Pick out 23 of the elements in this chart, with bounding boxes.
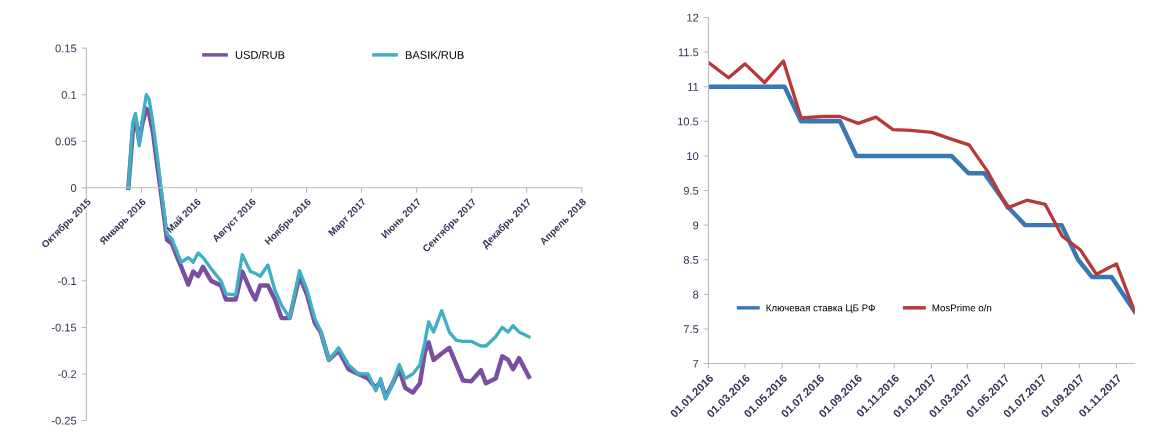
legend-label: MosPrime o/n <box>932 304 992 312</box>
y-tick-label: -0.2 <box>58 370 77 379</box>
y-tick-label: 9.5 <box>683 186 699 195</box>
y-tick-label: 0.15 <box>55 44 77 53</box>
y-tick-label: -0.1 <box>58 277 77 285</box>
y-tick-label: 0.05 <box>55 137 77 146</box>
y-tick-label: 8.5 <box>683 256 699 264</box>
y-tick-label: 10 <box>687 152 699 161</box>
y-tick-label: 12 <box>687 13 699 22</box>
legend-label: Ключевая ставка ЦБ РФ <box>766 304 875 314</box>
y-tick-label: 7.5 <box>683 325 699 334</box>
y-tick-label: 9 <box>693 221 699 230</box>
y-tick-label: 0 <box>70 184 77 192</box>
y-tick-label: 11 <box>688 83 699 91</box>
y-tick-label: -0.15 <box>51 323 77 332</box>
legend-label: BASIK/RUB <box>405 50 464 59</box>
y-tick-label: 7 <box>693 359 699 368</box>
y-tick-label: 10.5 <box>677 117 699 126</box>
y-tick-label: 8 <box>693 290 699 299</box>
y-tick-label: 11.5 <box>678 48 699 57</box>
y-tick-label: -0.25 <box>51 416 77 425</box>
y-tick-label: 0.1 <box>61 90 77 99</box>
legend-label: USD/RUB <box>235 50 285 59</box>
